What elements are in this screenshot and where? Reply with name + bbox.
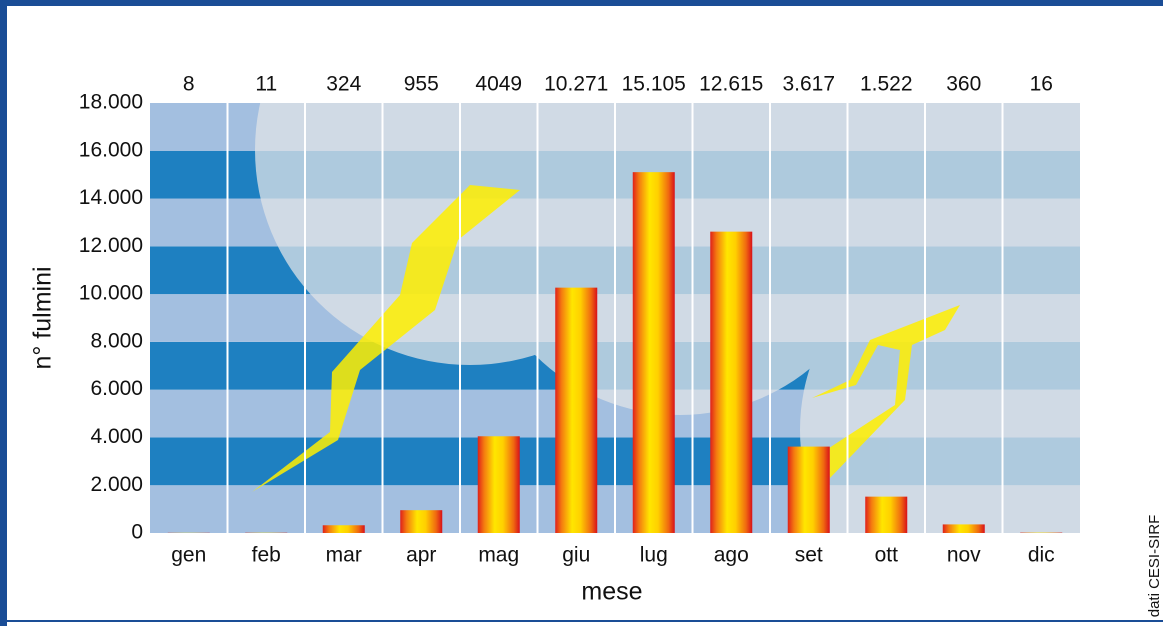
x-tick-label: dic xyxy=(1028,544,1055,567)
x-tick-label: lug xyxy=(640,544,668,567)
x-tick-label: gen xyxy=(171,544,206,567)
bar xyxy=(323,525,365,533)
y-tick-label: 10.000 xyxy=(79,282,143,305)
bar xyxy=(710,232,752,533)
x-axis-label: mese xyxy=(581,578,642,606)
value-label: 15.105 xyxy=(622,73,686,96)
bar xyxy=(865,497,907,533)
bar xyxy=(400,510,442,533)
x-tick-label: set xyxy=(795,544,823,567)
y-tick-label: 18.000 xyxy=(79,91,143,114)
y-tick-label: 0 xyxy=(131,521,143,544)
value-label: 10.271 xyxy=(544,73,608,96)
y-tick-label: 6.000 xyxy=(90,377,143,400)
value-label: 16 xyxy=(1030,73,1053,96)
y-tick-label: 12.000 xyxy=(79,234,143,257)
bar xyxy=(788,447,830,533)
value-label: 1.522 xyxy=(860,73,913,96)
x-tick-label: ott xyxy=(875,544,899,567)
bar xyxy=(943,524,985,533)
value-label: 360 xyxy=(946,73,981,96)
x-tick-label: feb xyxy=(252,544,281,567)
value-label: 11 xyxy=(255,73,277,96)
chart: mese n° fulmini dati CESI-SIRF 0 2.000 4.0… xyxy=(0,0,1163,626)
x-tick-label: ago xyxy=(714,544,749,567)
y-tick-label: 14.000 xyxy=(79,186,143,209)
x-tick-label: mar xyxy=(326,544,362,567)
frame-top xyxy=(0,0,1163,6)
frame-left xyxy=(0,0,7,626)
x-tick-label: apr xyxy=(406,544,436,567)
y-tick-label: 4.000 xyxy=(90,425,143,448)
x-tick-label: giu xyxy=(562,544,590,567)
y-tick-label: 16.000 xyxy=(79,138,143,161)
x-tick-label: nov xyxy=(947,544,981,567)
bar xyxy=(478,436,520,533)
value-label: 4049 xyxy=(475,73,522,96)
source: dati CESI-SIRF xyxy=(1146,515,1163,618)
value-label: 324 xyxy=(326,73,361,96)
y-tick-label: 8.000 xyxy=(90,329,143,352)
bar xyxy=(633,172,675,533)
y-tick-label: 2.000 xyxy=(90,473,143,496)
value-label: 955 xyxy=(404,73,439,96)
value-label: 3.617 xyxy=(782,73,835,96)
value-label: 8 xyxy=(183,73,195,96)
x-tick-label: mag xyxy=(478,544,519,567)
frame-bottom xyxy=(0,620,1163,622)
bar xyxy=(555,288,597,533)
y-axis-label: n° fulmini xyxy=(29,266,57,369)
value-label: 12.615 xyxy=(699,73,763,96)
